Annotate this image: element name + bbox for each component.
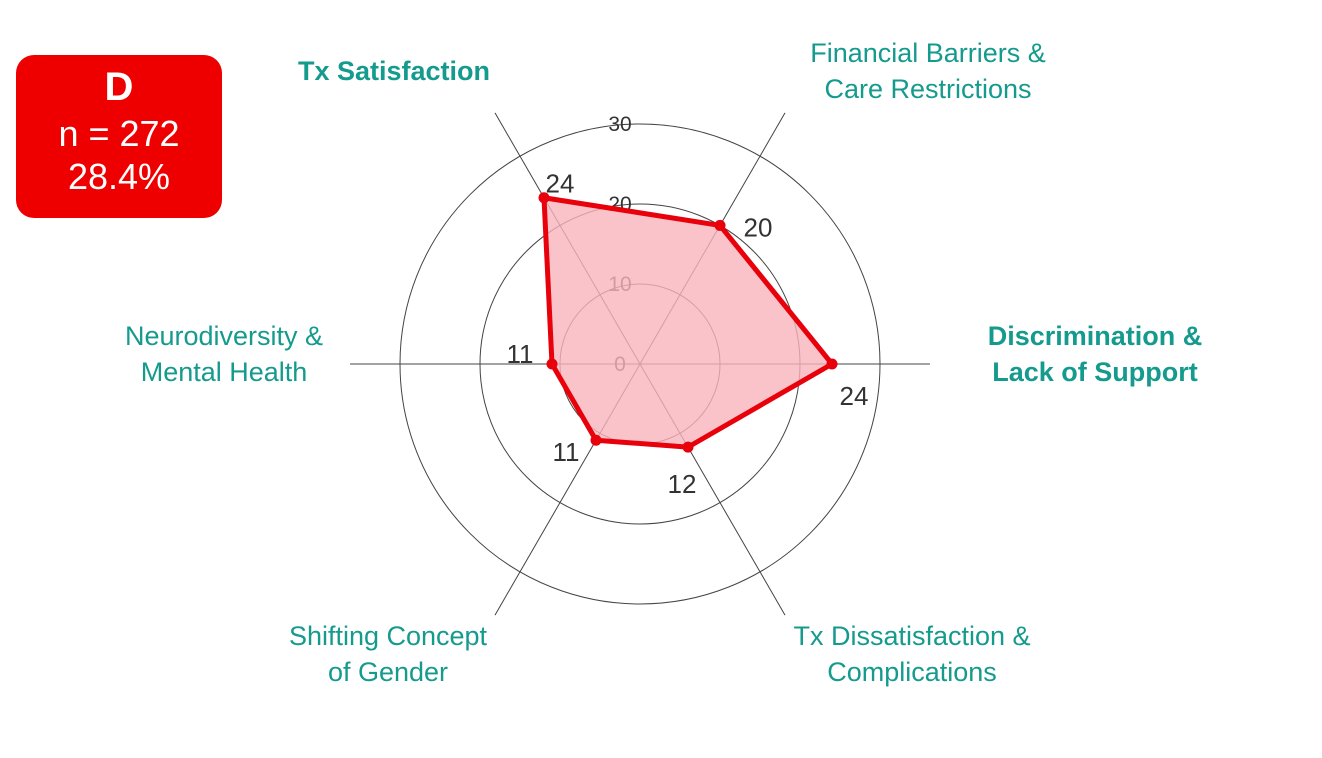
- group-letter: D: [104, 65, 134, 109]
- value-label-tx-dissatisfaction: 12: [668, 469, 697, 499]
- category-label-shifting-concept: Shifting Concept of Gender: [289, 621, 488, 687]
- data-point-tx-satisfaction: [538, 192, 550, 204]
- data-point-tx-dissatisfaction: [682, 441, 694, 453]
- category-label-line: Financial Barriers &: [810, 38, 1046, 68]
- category-label-line: Neurodiversity &: [125, 321, 323, 351]
- category-label-line: of Gender: [328, 657, 448, 687]
- data-point-neurodiversity: [546, 358, 558, 370]
- data-polygon: [541, 195, 835, 450]
- data-point-discrimination: [826, 358, 838, 370]
- category-label-financial-barriers: Financial Barriers & Care Restrictions: [810, 38, 1046, 104]
- group-badge: D n = 272 28.4%: [16, 55, 222, 218]
- category-label-line: Shifting Concept: [289, 621, 488, 651]
- category-label-line: Lack of Support: [992, 357, 1198, 387]
- value-label-discrimination: 24: [840, 381, 869, 411]
- category-label-tx-dissatisfaction: Tx Dissatisfaction & Complications: [793, 621, 1030, 687]
- group-percent: 28.4%: [67, 156, 171, 197]
- data-point-financial-barriers: [714, 219, 726, 231]
- category-label-line: Discrimination &: [988, 321, 1203, 351]
- category-label-tx-satisfaction: Tx Satisfaction: [298, 56, 490, 86]
- group-sample-size: n = 272: [58, 113, 180, 154]
- data-point-shifting-concept: [590, 434, 602, 446]
- value-label-tx-satisfaction: 24: [546, 169, 575, 199]
- category-label-line: Tx Dissatisfaction &: [793, 621, 1030, 651]
- ring-label-3: 30: [608, 113, 631, 136]
- category-label-line: Mental Health: [141, 357, 308, 387]
- category-label-neurodiversity: Neurodiversity & Mental Health: [125, 321, 323, 387]
- value-label-financial-barriers: 20: [744, 212, 773, 242]
- value-label-shifting-concept: 11: [553, 437, 580, 467]
- value-label-neurodiversity: 11: [507, 339, 534, 369]
- category-label-line: Care Restrictions: [824, 74, 1031, 104]
- category-label-discrimination: Discrimination & Lack of Support: [988, 321, 1203, 387]
- category-label-line: Tx Satisfaction: [298, 56, 490, 86]
- category-label-line: Complications: [827, 657, 997, 687]
